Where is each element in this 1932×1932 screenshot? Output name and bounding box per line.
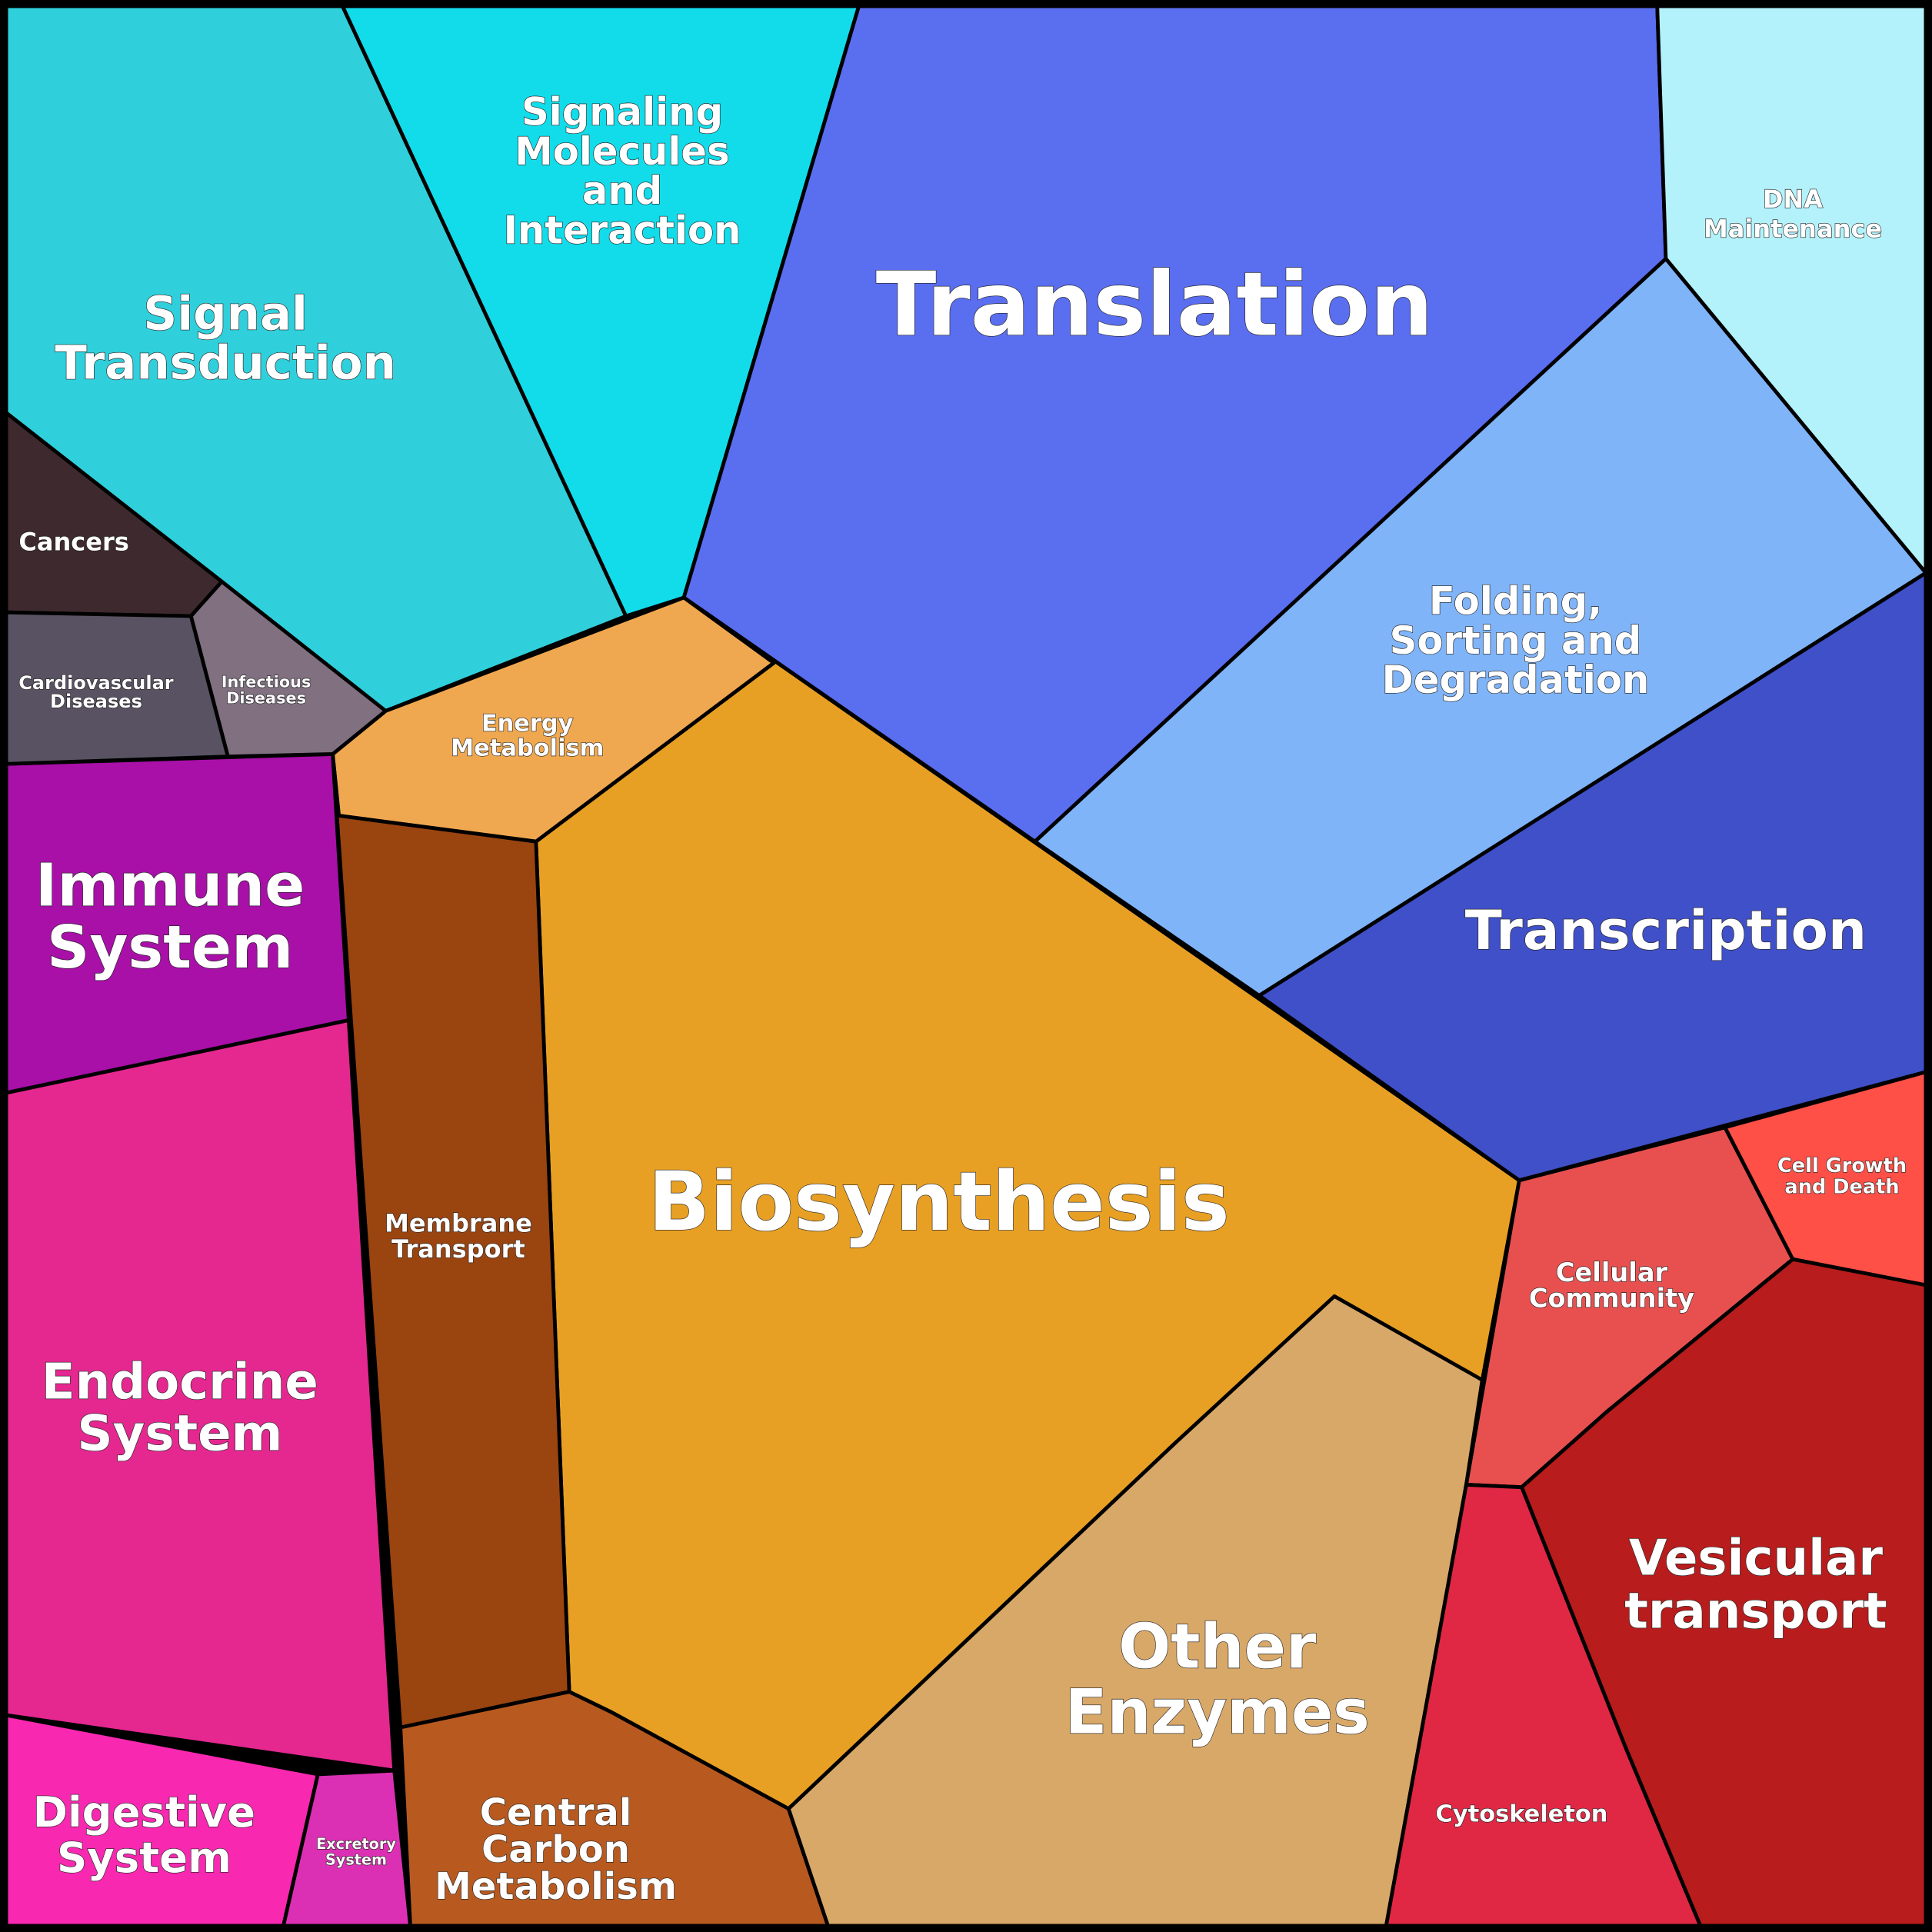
region-label: Vesicular (1629, 1530, 1883, 1587)
region-cell (1384, 1483, 1703, 1928)
region-label: System (325, 1851, 387, 1869)
region-label: Transcription (1465, 899, 1867, 962)
region-label: Transduction (55, 335, 396, 390)
region-label: System (57, 1833, 232, 1882)
region-label: Cell Growth (1777, 1154, 1907, 1178)
region-label: Membrane (385, 1208, 532, 1237)
region-label: Translation (876, 253, 1434, 356)
region-label: Infectious (222, 673, 311, 691)
region-label: Immune (35, 852, 305, 921)
region-label: System (77, 1406, 282, 1463)
region-label: Maintenance (1704, 215, 1882, 244)
region-label: DNA (1763, 185, 1823, 214)
region-label: Biosynthesis (648, 1154, 1230, 1249)
region-label: Diseases (50, 691, 142, 712)
region-label: transport (1624, 1583, 1887, 1640)
region-label: Digestive (33, 1787, 255, 1837)
region-cell (188, 579, 388, 759)
region-label: Excretory (316, 1835, 396, 1853)
region-label: and Death (1784, 1175, 1899, 1198)
region-label: Molecules (515, 129, 729, 174)
region-label: Other (1118, 1611, 1317, 1683)
region-label: Metabolism (435, 1865, 677, 1908)
region-label: Diseases (226, 688, 306, 707)
region-label: Endocrine (42, 1354, 318, 1411)
region-label: Metabolism (451, 735, 604, 762)
region-label: Transport (391, 1234, 525, 1264)
region-label: Energy (481, 711, 574, 738)
region-label: Interaction (504, 208, 741, 252)
region-label: and (582, 168, 662, 213)
region-label: Sorting and (1390, 618, 1642, 663)
region-label: Central (480, 1791, 632, 1834)
region-label: Signal (143, 286, 308, 341)
region-label: Degradation (1382, 658, 1650, 702)
region-label: Cellular (1556, 1257, 1668, 1287)
region-label: Enzymes (1065, 1677, 1370, 1748)
region-label: Community (1529, 1284, 1694, 1314)
region-label: Cytoskeleton (1436, 1800, 1608, 1827)
region-label: Carbon (481, 1828, 630, 1871)
region-label: Signaling (521, 89, 723, 134)
region-label: Cancers (18, 528, 129, 557)
region-label: System (47, 914, 293, 982)
region-label: Cardiovascular (18, 672, 174, 694)
region-label: Folding, (1429, 579, 1602, 624)
